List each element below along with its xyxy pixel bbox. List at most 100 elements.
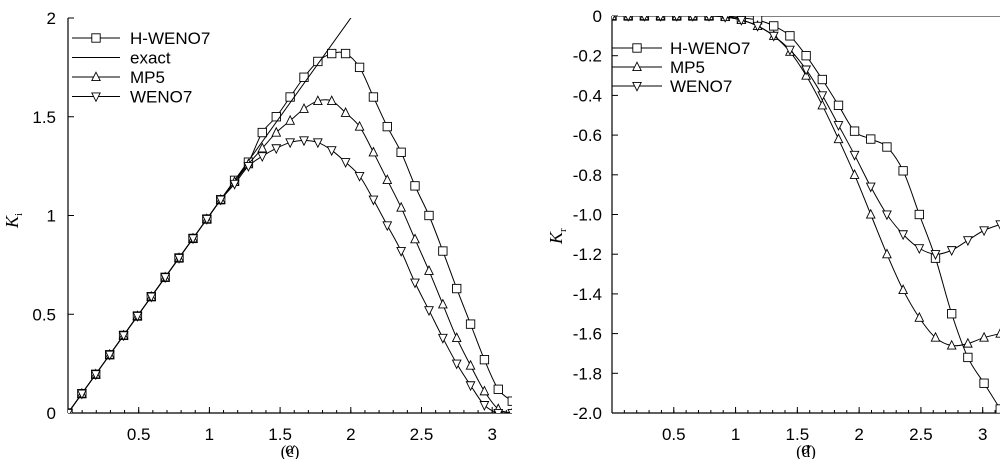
data-point-h-weno7 [438,246,448,256]
data-point-weno7 [285,138,296,149]
y-axis-label: K [546,231,566,245]
data-point-mp5 [979,331,989,342]
series-weno7 [68,136,512,413]
y-tick-label: 0 [593,7,602,26]
data-point-mp5 [354,120,365,131]
legend-marker-mp5 [91,71,101,82]
data-point-weno7 [410,278,420,289]
x-tick-label: 3 [487,425,496,444]
legend-label-weno7: WENO7 [670,77,732,96]
series-exact [68,18,352,413]
x-axis-label: α [285,438,295,458]
y-tick-label: 1 [47,207,56,226]
data-point-h-weno7 [271,112,281,122]
data-point-h-weno7 [785,31,795,41]
data-point-weno7 [625,16,632,22]
series-mp5 [612,16,1000,350]
data-point-mp5 [865,208,876,219]
data-point-weno7 [721,16,729,23]
data-point-mp5 [479,385,490,396]
legend-label-h-weno7: H-WENO7 [130,29,210,48]
data-point-mp5 [285,114,296,125]
x-tick-label: 2.5 [909,425,933,444]
y-tick-label: 2 [47,9,56,28]
data-point-h-weno7 [479,355,490,365]
data-point-mp5 [396,201,407,212]
data-point-h-weno7 [979,378,989,388]
x-tick-label: 1 [731,425,740,444]
data-point-weno7 [257,152,268,163]
data-point-weno7 [174,253,184,264]
data-point-mp5 [410,233,420,244]
data-point-mp5 [995,328,1000,338]
series-line-weno7 [68,139,512,413]
data-point-weno7 [382,221,393,232]
data-point-h-weno7 [424,210,434,221]
data-point-mp5 [340,106,351,117]
data-point-weno7 [201,215,212,225]
data-point-weno7 [865,182,876,193]
y-axis-label: K [2,215,22,229]
data-point-mp5 [299,103,309,113]
data-point-weno7 [898,230,909,241]
data-point-weno7 [657,16,664,22]
x-tick-label: 1 [205,425,214,444]
data-point-weno7 [979,226,989,237]
x-tick-label: 1.5 [786,425,810,444]
data-point-h-weno7 [452,283,462,294]
series-weno7 [612,16,1000,261]
data-point-weno7 [160,273,171,284]
x-tick-label: 2 [854,425,863,444]
y-tick-label: -0.2 [573,47,602,66]
legend-label-mp5: MP5 [130,68,165,87]
y-tick-label: -0.4 [573,86,602,105]
data-point-mp5 [271,126,282,137]
data-point-weno7 [962,236,973,247]
data-point-mp5 [833,133,844,144]
data-point-mp5 [465,359,476,370]
data-point-mp5 [451,332,462,342]
data-point-weno7 [768,31,779,42]
data-point-weno7 [833,121,844,131]
data-point-weno7 [188,234,198,245]
y-tick-label: 0.5 [32,305,56,324]
data-point-h-weno7 [327,48,337,59]
y-tick-label: -0.6 [573,126,602,145]
y-tick-label: -1.4 [573,285,602,304]
data-point-weno7 [340,158,351,168]
data-point-mp5 [817,99,828,110]
data-point-weno7 [90,370,101,381]
data-point-weno7 [465,381,476,392]
data-point-weno7 [299,136,309,147]
y-tick-label: 0 [47,404,56,423]
legend-marker-weno7 [91,92,101,103]
y-tick-label: -0.8 [573,166,602,185]
data-point-weno7 [118,331,129,342]
x-axis-label: α [801,438,811,458]
data-point-h-weno7 [833,100,844,110]
data-point-weno7 [946,246,957,257]
panel-label: (d) [796,442,816,459]
data-point-weno7 [752,21,763,32]
data-point-weno7 [243,162,254,172]
plot-area [612,16,1000,413]
x-tick-label: 0.5 [127,425,151,444]
data-point-weno7 [736,16,747,26]
data-point-h-weno7 [507,396,512,406]
data-point-weno7 [229,179,240,190]
data-point-weno7 [673,16,680,22]
data-point-h-weno7 [313,56,323,67]
data-point-weno7 [801,65,812,76]
y-tick-label: -2.0 [573,404,602,423]
data-point-weno7 [396,246,407,257]
data-point-mp5 [326,95,337,106]
data-point-mp5 [437,298,448,309]
data-point-h-weno7 [299,72,309,82]
data-point-weno7 [68,408,73,413]
data-point-weno7 [76,389,87,400]
data-point-weno7 [451,359,462,370]
data-point-h-weno7 [963,352,973,363]
data-point-weno7 [354,171,365,182]
